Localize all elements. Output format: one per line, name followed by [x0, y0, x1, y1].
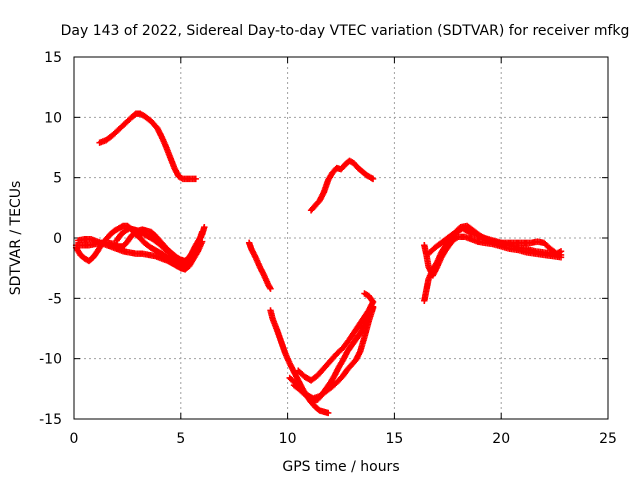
data-point-marker	[369, 175, 377, 183]
data-point-marker	[557, 254, 565, 261]
x-tick-label: 20	[492, 431, 510, 447]
data-point-marker	[198, 238, 206, 245]
marks-layer	[72, 110, 565, 417]
y-tick-label: -15	[39, 412, 62, 428]
x-tick-label: 10	[279, 431, 297, 447]
y-tick-label: 0	[53, 231, 62, 247]
plot-frame	[73, 56, 609, 420]
data-point-marker	[267, 285, 274, 292]
x-tick-label: 25	[599, 431, 617, 447]
y-tick-label: -5	[48, 291, 62, 307]
y-axis-label: SDTVAR / TECUs	[8, 181, 24, 296]
series-arc-4	[75, 236, 206, 273]
y-tick-label: 10	[44, 110, 62, 126]
chart-title: Day 143 of 2022, Sidereal Day-to-day VTE…	[61, 23, 630, 39]
data-point-marker	[557, 248, 565, 255]
x-axis-label: GPS time / hours	[282, 459, 399, 475]
series-arc-5	[113, 225, 202, 265]
x-tick-label: 0	[70, 431, 79, 447]
data-point-marker	[201, 223, 208, 231]
label-layer: 0 5 10 15 20 25 -15 -10 -5 0 5 10 15	[39, 50, 617, 447]
series-arc-11	[307, 157, 377, 214]
grid-layer	[74, 57, 608, 419]
x-tick-label: 15	[385, 431, 403, 447]
data-point-marker	[324, 409, 332, 417]
series-arc-1	[96, 110, 199, 183]
y-tick-label: 5	[53, 171, 62, 187]
data-point-marker	[198, 228, 206, 236]
series-arc-14	[425, 222, 565, 257]
data-point-marker	[194, 240, 202, 248]
y-tick-label: -10	[39, 352, 62, 368]
series-arc-10	[295, 290, 377, 384]
x-tick-label: 5	[176, 431, 185, 447]
data-point-marker	[361, 290, 368, 297]
y-tick-label: 15	[44, 50, 62, 66]
series-arc-6	[245, 239, 274, 292]
data-point-marker	[192, 175, 199, 183]
